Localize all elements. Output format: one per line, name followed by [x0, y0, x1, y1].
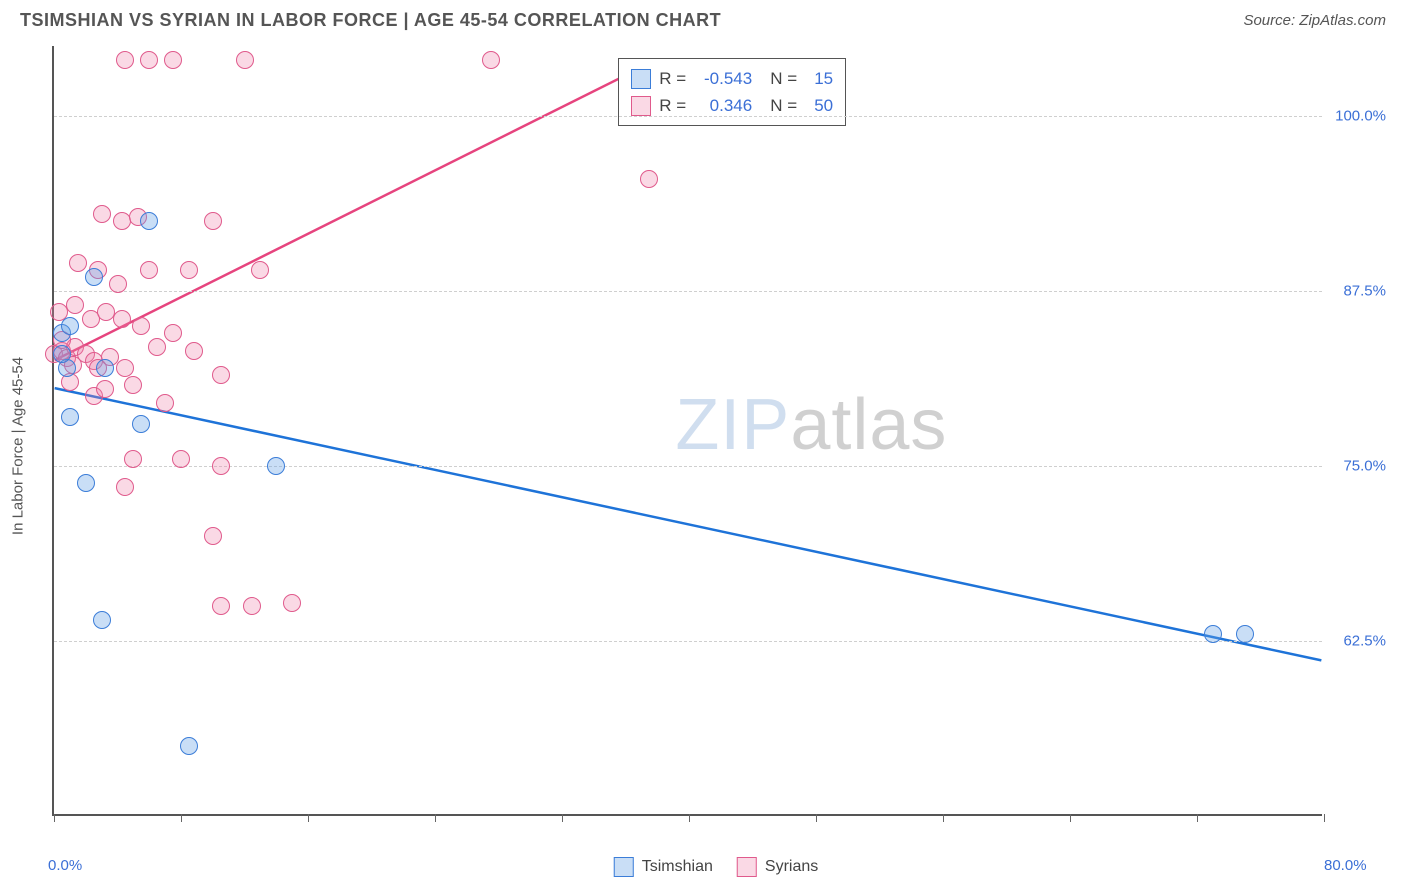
y-axis-label: In Labor Force | Age 45-54 [10, 357, 27, 535]
syrian-point [140, 51, 158, 69]
syrian-point [116, 478, 134, 496]
x-tick [308, 814, 309, 822]
x-tick [181, 814, 182, 822]
syrian-point [172, 450, 190, 468]
x-tick [689, 814, 690, 822]
syrian-point [212, 597, 230, 615]
tsimshian-point [61, 408, 79, 426]
y-tick-label: 75.0% [1343, 458, 1386, 475]
syrian-point [66, 296, 84, 314]
syrian-point [96, 380, 114, 398]
syrian-point [116, 359, 134, 377]
x-tick [816, 814, 817, 822]
tsimshian-point [1236, 625, 1254, 643]
syrian-point [251, 261, 269, 279]
syrian-point [180, 261, 198, 279]
tsimshian-point [77, 474, 95, 492]
syrian-point [124, 450, 142, 468]
syrian-point [148, 338, 166, 356]
grid-line [54, 641, 1322, 642]
grid-line [54, 466, 1322, 467]
syrian-point [204, 212, 222, 230]
n-value: 15 [805, 65, 833, 92]
x-tick [54, 814, 55, 822]
syrian-point [185, 342, 203, 360]
tsimshian-point [180, 737, 198, 755]
watermark-atlas: atlas [790, 385, 947, 465]
trend-lines [54, 46, 1322, 814]
tsimshian-point [53, 345, 71, 363]
source-label: Source: ZipAtlas.com [1243, 12, 1386, 29]
tsimshian-point [140, 212, 158, 230]
tsimshian-point [267, 457, 285, 475]
syrian-point [93, 205, 111, 223]
series-legend: Tsimshian Syrians [614, 854, 819, 880]
syrian-point [640, 170, 658, 188]
syrian-point [243, 597, 261, 615]
syrian-point [156, 394, 174, 412]
r-value: -0.543 [694, 65, 752, 92]
y-tick-label: 87.5% [1343, 283, 1386, 300]
legend-item: Syrians [737, 854, 818, 880]
tsimshian-point [132, 415, 150, 433]
tsimshian-point [1204, 625, 1222, 643]
syrian-point [113, 310, 131, 328]
r-label: R = [659, 65, 686, 92]
watermark-zip: ZIP [675, 385, 790, 465]
grid-line [54, 291, 1322, 292]
syrian-point [116, 51, 134, 69]
syrian-point [132, 317, 150, 335]
syrian-point [164, 51, 182, 69]
chart-title: TSIMSHIAN VS SYRIAN IN LABOR FORCE | AGE… [20, 10, 721, 31]
legend-label: Syrians [765, 854, 818, 880]
syrian-point [109, 275, 127, 293]
syrian-point [204, 527, 222, 545]
legend-label: Tsimshian [642, 854, 713, 880]
watermark: ZIPatlas [675, 384, 947, 466]
syrian-point [212, 366, 230, 384]
x-axis-min-label: 0.0% [48, 857, 82, 874]
y-tick-label: 62.5% [1343, 633, 1386, 650]
x-tick [562, 814, 563, 822]
pink-swatch [631, 96, 651, 116]
chart-area: In Labor Force | Age 45-54 ZIPatlas R =-… [46, 46, 1386, 846]
pink-swatch [737, 857, 757, 877]
x-tick [1197, 814, 1198, 822]
tsimshian-point [61, 317, 79, 335]
syrian-point [212, 457, 230, 475]
tsimshian-point [96, 359, 114, 377]
x-tick [435, 814, 436, 822]
x-tick [943, 814, 944, 822]
x-tick [1324, 814, 1325, 822]
syrian-point [283, 594, 301, 612]
grid-line [54, 116, 1322, 117]
syrian-point [236, 51, 254, 69]
tsimshian-point [93, 611, 111, 629]
plot-region: ZIPatlas R =-0.543N =15R =0.346N =50 62.… [52, 46, 1322, 816]
x-tick [1070, 814, 1071, 822]
tsimshian-point [85, 268, 103, 286]
n-label: N = [770, 65, 797, 92]
y-tick-label: 100.0% [1335, 108, 1386, 125]
blue-swatch [614, 857, 634, 877]
legend-item: Tsimshian [614, 854, 713, 880]
x-axis-max-label: 80.0% [1324, 857, 1367, 874]
stats-row: R = -0.543 N = 15 [631, 65, 833, 92]
syrian-point [140, 261, 158, 279]
syrian-point [124, 376, 142, 394]
syrian-point [164, 324, 182, 342]
blue-swatch [631, 69, 651, 89]
syrian-point [482, 51, 500, 69]
syrian-point [69, 254, 87, 272]
